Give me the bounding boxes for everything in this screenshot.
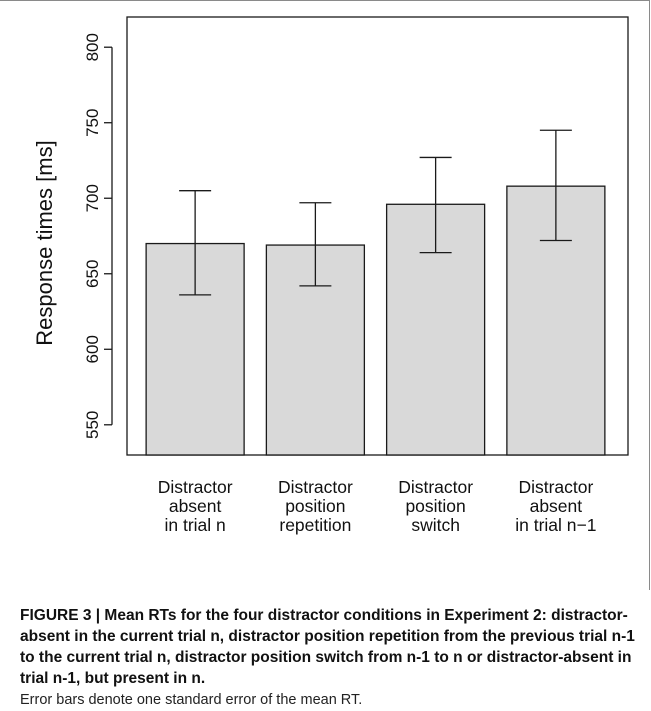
x-tick-label-line: Distractor <box>278 477 353 497</box>
x-tick-label-line: absent <box>530 496 583 516</box>
figure-frame <box>0 0 650 590</box>
caption-title: FIGURE 3 | Mean RTs for the four distrac… <box>20 607 635 687</box>
x-tick-label-line: position <box>405 496 465 516</box>
x-tick-label: Distractor position switch <box>398 477 473 535</box>
x-tick-label-line: repetition <box>279 515 351 535</box>
x-tick-label-line: Distractor <box>518 477 593 497</box>
y-tick-label: 550 <box>83 411 102 439</box>
caption-note: Error bars denote one standard error of … <box>20 692 363 708</box>
y-tick-label: 650 <box>83 260 102 288</box>
x-tick-label-line: Distractor <box>398 477 473 497</box>
x-tick-label: Distractor absent in trial n <box>158 477 233 535</box>
y-tick-label: 800 <box>83 33 102 61</box>
x-tick-label-line: absent <box>169 496 222 516</box>
chart-error-bars <box>179 129 572 296</box>
y-axis-label: Response times [ms] <box>32 140 57 345</box>
y-tick-label: 700 <box>83 184 102 212</box>
x-tick-label-line: switch <box>411 515 460 535</box>
x-tick-label-line: Distractor <box>158 477 233 497</box>
x-tick-label-line: in trial n <box>164 515 225 535</box>
x-tick-label: Distractor absent in trial n−1 <box>515 477 596 535</box>
y-tick-label: 600 <box>83 335 102 363</box>
chart-bars <box>145 185 606 456</box>
figure-caption: FIGURE 3 | Mean RTs for the four distrac… <box>20 605 640 711</box>
x-tick-label: Distractor position repetition <box>278 477 353 535</box>
plot-box <box>126 16 629 456</box>
chart-axes: 550 600 650 700 750 800 <box>83 16 629 456</box>
y-tick-label: 750 <box>83 109 102 137</box>
x-tick-label-line: in trial n−1 <box>515 515 596 535</box>
x-tick-label-line: position <box>285 496 345 516</box>
